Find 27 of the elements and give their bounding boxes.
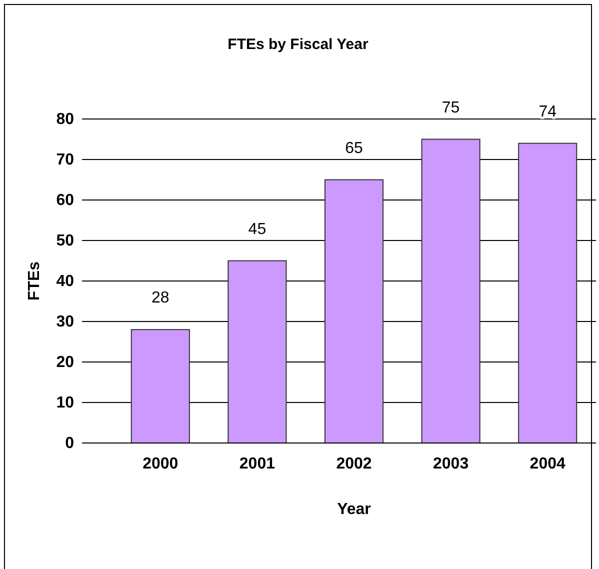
y-tick-label: 0 bbox=[65, 435, 74, 452]
x-tick-label: 2002 bbox=[336, 455, 372, 472]
y-tick-label: 20 bbox=[56, 354, 74, 372]
x-tick-label: 2000 bbox=[142, 455, 178, 472]
y-tick-label: 80 bbox=[56, 111, 74, 128]
y-tick-label: 10 bbox=[56, 394, 74, 412]
bar bbox=[324, 179, 384, 444]
bar bbox=[518, 142, 578, 444]
y-tick-label: 40 bbox=[56, 273, 74, 290]
x-tick-label: 2004 bbox=[530, 455, 566, 472]
data-label: 74 bbox=[538, 103, 557, 120]
data-label: 75 bbox=[442, 99, 460, 116]
x-tick-label: 2003 bbox=[433, 455, 469, 472]
data-label: 45 bbox=[248, 220, 266, 238]
bar bbox=[130, 329, 190, 444]
data-label: 28 bbox=[152, 290, 170, 307]
data-label: 65 bbox=[345, 140, 363, 157]
x-axis-title: Year bbox=[337, 501, 371, 518]
x-tick-label: 2001 bbox=[239, 455, 276, 472]
bar bbox=[421, 138, 480, 444]
y-axis-title: FTEs bbox=[26, 261, 43, 301]
y-tick-label: 70 bbox=[56, 152, 74, 169]
y-tick-label: 60 bbox=[56, 192, 74, 210]
y-tick-label: 50 bbox=[56, 232, 74, 250]
y-tick-label: 30 bbox=[56, 314, 74, 331]
chart-title: FTEs by Fiscal Year bbox=[228, 36, 368, 53]
bar bbox=[228, 260, 287, 444]
